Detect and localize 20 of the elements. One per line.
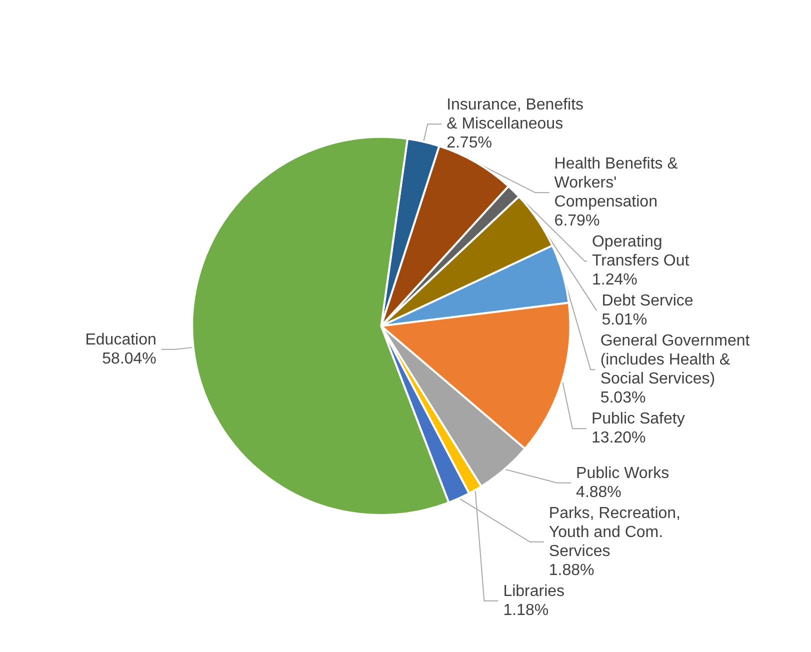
slice-label: Insurance, Benefits & Miscellaneous	[446, 96, 588, 133]
data-label: 6.79%	[554, 212, 600, 230]
slice-label: Public Works	[576, 464, 670, 482]
slice-label: Health Benefits & Workers' Compensation	[554, 156, 682, 211]
slice-label: Operating Transfers Out	[592, 234, 690, 270]
slice-label: Public Safety	[591, 410, 685, 428]
data-label: 4.88%	[576, 484, 622, 501]
slice-label: Education	[85, 331, 156, 348]
slice-label: Debt Service	[602, 292, 694, 310]
data-label: 1.24%	[592, 272, 638, 289]
data-label: 58.04%	[102, 350, 156, 368]
slice-label: General Government (includes Health & Social Services)	[600, 332, 754, 388]
data-label: 13.20%	[591, 430, 646, 447]
slice-label: Parks, Recreation, Youth and Com. Services	[548, 504, 685, 560]
data-label: 1.18%	[503, 602, 549, 619]
slice-label: Libraries	[503, 582, 565, 600]
data-label: 5.03%	[600, 390, 646, 407]
data-label: 5.01%	[602, 312, 648, 329]
data-label: 2.75%	[446, 134, 492, 152]
data-label: 1.88%	[548, 562, 594, 579]
